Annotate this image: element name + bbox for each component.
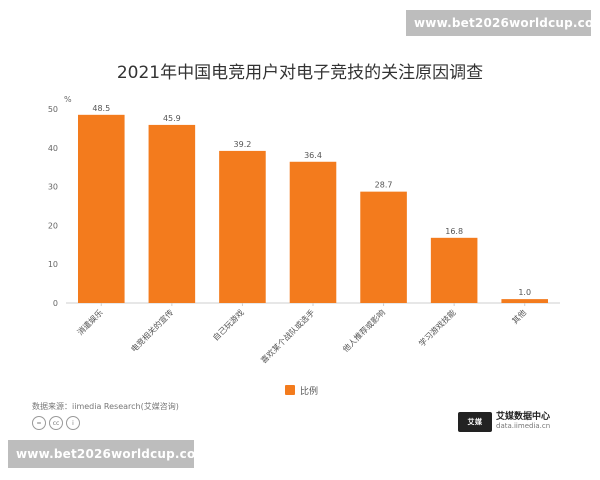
y-axis-unit: % [64, 95, 72, 104]
bar-value-label: 16.8 [445, 227, 463, 236]
bar-value-label: 39.2 [234, 140, 252, 149]
x-tick-label: 学习游戏技能 [417, 307, 458, 348]
bar-value-label: 28.7 [375, 181, 393, 190]
brand-url: data.iimedia.cn [496, 422, 551, 431]
cc-nd-icon: = [32, 416, 46, 430]
y-tick-label: 40 [48, 144, 58, 153]
bar-value-label: 1.0 [518, 288, 531, 297]
watermark-top: www.bet2026worldcup.com [406, 10, 600, 36]
x-tick-label: 其他 [510, 307, 528, 325]
bar [77, 114, 125, 303]
x-tick-label: 他人推荐或影响 [340, 307, 387, 354]
brand-mark: 艾媒 [458, 412, 492, 432]
bar [430, 237, 478, 303]
brand-logo: 艾媒 艾媒数据中心 data.iimedia.cn [458, 412, 550, 432]
cc-by-icon: i [66, 416, 80, 430]
bar [360, 191, 407, 303]
y-tick-label: 30 [48, 183, 58, 192]
bar [219, 150, 266, 303]
data-source: 数据来源：iimedia Research(艾媒咨询) [32, 402, 179, 411]
y-tick-label: 20 [48, 221, 58, 230]
bar [501, 299, 549, 303]
y-tick-label: 10 [48, 260, 58, 269]
legend-swatch [285, 385, 295, 395]
legend-label: 比例 [300, 386, 319, 397]
bar-chart: % 0 10 20 30 40 50 48.5 消遣娱乐 45.9 电竞相关的宣传 39.2 自己玩游戏… [48, 95, 560, 365]
x-tick-label: 消遣娱乐 [75, 307, 105, 337]
bar-value-label: 45.9 [163, 114, 181, 123]
watermark-bottom: www.bet2026worldcup.com [8, 440, 208, 468]
y-tick-label: 50 [48, 105, 58, 114]
bar [148, 124, 196, 304]
cc-icon: cc [49, 416, 63, 430]
x-tick-label: 自己玩游戏 [210, 307, 245, 342]
x-tick-label: 电竞相关的宣传 [129, 307, 176, 354]
chart-title: 2021年中国电竞用户对电子竞技的关注原因调查 [116, 63, 484, 83]
x-tick-label: 喜欢某个战队或选手 [258, 307, 316, 365]
legend: 比例 [285, 383, 318, 397]
bar-value-label: 48.5 [92, 104, 110, 113]
license-icons: = cc i [32, 416, 80, 430]
bar [289, 161, 337, 303]
brand-name: 艾媒数据中心 [496, 412, 551, 423]
y-tick-label: 0 [53, 299, 58, 308]
bar-value-label: 36.4 [304, 151, 322, 160]
